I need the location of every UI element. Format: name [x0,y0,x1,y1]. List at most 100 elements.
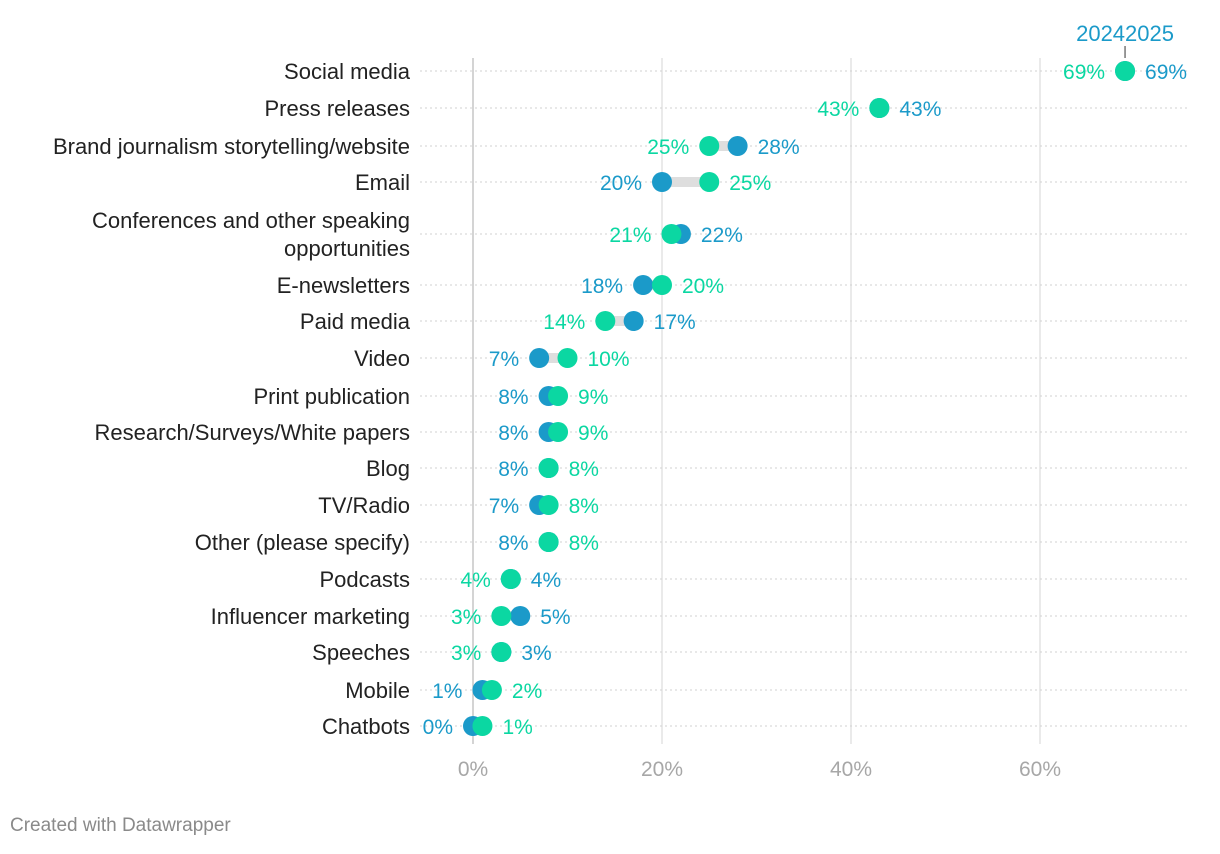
dot-2024 [633,275,654,295]
dot-2025 [538,495,559,515]
value-label-left: 4% [460,569,490,592]
value-label-left: 25% [647,136,689,159]
value-label-right: 9% [578,386,608,409]
value-label-right: 10% [588,348,630,371]
category-label: Influencer marketing [211,604,410,629]
category-row: Brand journalism storytelling/website 25%… [53,134,800,159]
category-label: Conferences and other speaking [92,208,410,233]
value-label-left: 14% [543,311,585,334]
category-row: Podcasts 4% 4% [320,567,562,592]
category-label: Email [355,170,410,195]
value-label-right: 8% [569,495,599,518]
category-row: Speeches 3% 3% [312,640,552,665]
category-row: Print publication 8% 9% [253,384,608,409]
dot-2024 [529,348,550,368]
dot-2025 [538,532,559,552]
value-label-right: 1% [502,716,532,739]
dot-2025 [1115,61,1136,81]
value-label-right: 20% [682,275,724,298]
dot-2025 [472,716,493,736]
legend: 2024 2025 [1076,21,1174,58]
category-row: Social media 69% 69% [284,59,1187,84]
category-label: Blog [366,456,410,481]
category-row: E-newsletters 18% 20% [277,273,724,298]
dot-2025 [481,680,502,700]
category-row: Chatbots 0% 1% [322,714,533,739]
dot-2025 [699,136,720,156]
category-label: Other (please specify) [195,530,410,555]
x-tick-label: 40% [830,758,872,781]
value-label-right: 22% [701,224,743,247]
dot-2024 [510,606,531,626]
value-label-right: 8% [569,458,599,481]
category-row: Video 7% 10% [354,346,629,371]
dot-2025 [595,311,616,331]
value-label-left: 8% [498,422,528,445]
value-label-right: 2% [512,680,542,703]
category-row: Influencer marketing 3% 5% [211,604,571,629]
x-tick-label: 60% [1019,758,1061,781]
category-label: opportunities [284,236,410,261]
value-label-left: 8% [498,386,528,409]
category-label: Chatbots [322,714,410,739]
value-label-left: 21% [609,224,651,247]
dot-2025 [491,642,512,662]
value-label-left: 1% [432,680,462,703]
category-label: Brand journalism storytelling/website [53,134,410,159]
x-tick-label: 20% [641,758,683,781]
category-row: Other (please specify) 8% 8% [195,530,599,555]
dot-2025 [661,224,682,244]
dot-2025 [538,458,559,478]
category-row: Press releases 43% 43% [264,96,941,121]
category-row: Blog 8% 8% [366,456,599,481]
x-tick-label: 0% [458,758,488,781]
category-label: Print publication [253,384,410,409]
value-label-right: 3% [521,642,551,665]
category-row: Mobile 1% 2% [345,678,542,703]
legend-label-2025: 2025 [1125,21,1174,46]
value-label-right: 17% [654,311,696,334]
value-label-right: 8% [569,532,599,555]
category-label: Paid media [300,309,411,334]
category-label: Video [354,346,410,371]
value-label-left: 43% [817,98,859,121]
dot-2025 [557,348,578,368]
value-label-left: 8% [498,532,528,555]
dot-2024 [623,311,644,331]
category-label: Social media [284,59,411,84]
category-row: Conferences and other speaking opportunit… [92,208,743,261]
category-label: Mobile [345,678,410,703]
value-label-left: 7% [489,495,519,518]
value-label-right: 9% [578,422,608,445]
value-label-left: 8% [498,458,528,481]
value-label-right: 4% [531,569,561,592]
value-label-left: 0% [423,716,453,739]
legend-label-2024: 2024 [1076,21,1125,46]
value-label-right: 5% [540,606,570,629]
category-row: Paid media 14% 17% [300,309,696,334]
value-label-left: 3% [451,606,481,629]
value-label-left: 18% [581,275,623,298]
dot-2024 [652,172,672,192]
value-label-left: 7% [489,348,519,371]
category-row: TV/Radio 7% 8% [318,493,599,518]
dot-range-chart: 0% 20% 40% 60% Social media 69% 69% Press relea… [53,21,1188,781]
category-label: E-newsletters [277,273,410,298]
dot-2025 [699,172,720,192]
dot-2025 [491,606,512,626]
category-row: Email 20% 25% [355,170,771,195]
category-label: Podcasts [320,567,411,592]
dot-2025 [652,275,672,295]
value-label-left: 69% [1063,61,1105,84]
credit-text[interactable]: Created with Datawrapper [10,815,231,836]
value-label-right: 43% [899,98,941,121]
value-label-right: 69% [1145,61,1187,84]
value-label-right: 28% [758,136,800,159]
category-label: Research/Surveys/White papers [95,420,410,445]
category-row: Research/Surveys/White papers 8% 9% [95,420,609,445]
dot-2025 [548,386,569,406]
category-label: Speeches [312,640,410,665]
value-label-right: 25% [729,172,771,195]
dot-2024 [727,136,748,156]
value-label-left: 20% [600,172,642,195]
